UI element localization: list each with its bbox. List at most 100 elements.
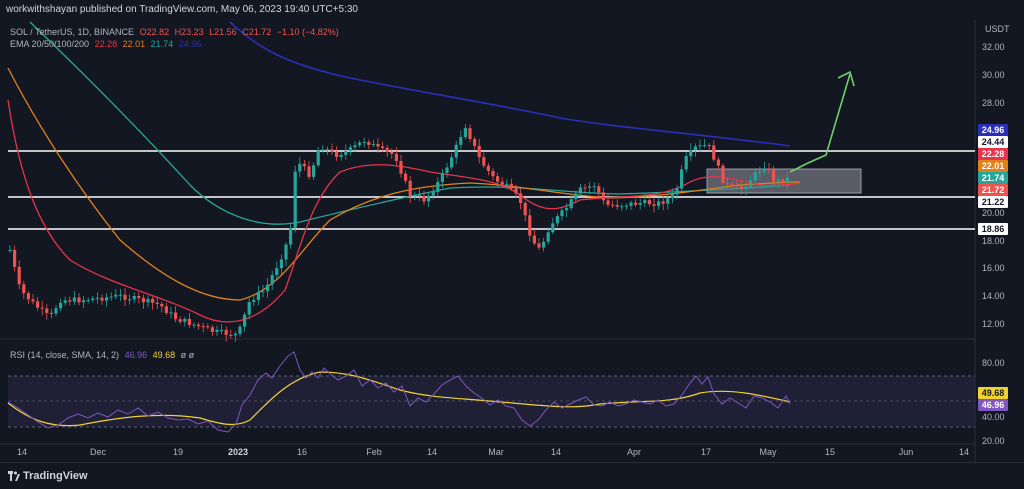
candle-body (132, 295, 136, 300)
candle-body (500, 181, 504, 185)
ema100-line (29, 21, 791, 225)
candle-body (95, 297, 99, 299)
ema20-value: 22.28 (94, 39, 118, 49)
tradingview-logo-icon (8, 471, 20, 482)
candle-body (689, 150, 693, 157)
candle-body (284, 244, 288, 260)
candle-body (427, 195, 431, 202)
rsi-sma-value: 49.68 (152, 350, 176, 360)
candle-body (776, 179, 780, 182)
candle-body (293, 171, 297, 228)
candle-body (82, 300, 86, 303)
time-label: Mar (488, 447, 504, 457)
time-label: May (759, 447, 777, 457)
candle-body (77, 297, 81, 303)
ema100-price-badge: 21.74 (978, 172, 1008, 184)
candle-body (592, 186, 596, 188)
candle-body (477, 145, 481, 158)
resistance-price-badge: 24.44 (978, 136, 1008, 148)
candle-body (739, 186, 743, 189)
candle-body (542, 241, 546, 248)
candle-body (496, 176, 500, 182)
time-label: 16 (296, 447, 308, 457)
ema-label: EMA 20/50/100/200 (10, 39, 90, 49)
candle-body (647, 200, 651, 205)
candle-body (261, 291, 265, 293)
candle-body (454, 144, 458, 158)
candle-body (54, 308, 58, 314)
ema200-value: 24.96 (178, 39, 202, 49)
candle-body (100, 297, 104, 301)
candle-body (302, 163, 306, 167)
candle-body (206, 326, 210, 328)
rsi-legend[interactable]: RSI (14, close, SMA, 14, 2) 46.96 49.68 … (10, 349, 197, 361)
candle-body (753, 172, 757, 181)
time-label: 2023 (227, 447, 249, 457)
candle-body (716, 159, 720, 166)
candle-body (22, 284, 26, 294)
candle-body (413, 195, 417, 197)
candle-body (450, 157, 454, 168)
candle-body (560, 210, 564, 217)
candle-body (601, 192, 605, 201)
candle-body (201, 326, 205, 328)
tradingview-logo[interactable]: TradingView (8, 470, 88, 482)
candle-body (482, 157, 486, 166)
candle-body (164, 306, 168, 313)
candle-body (174, 312, 178, 320)
candle-body (256, 292, 260, 300)
candle-body (371, 143, 375, 145)
ema20-line (7, 99, 801, 323)
candle-body (597, 186, 601, 193)
candle-body (307, 166, 311, 177)
ema-legend[interactable]: EMA 20/50/100/200 22.28 22.01 21.74 24.9… (10, 38, 204, 50)
candle-body (215, 329, 219, 332)
candle-body (440, 172, 444, 182)
candle-body (266, 284, 270, 292)
time-axis[interactable]: 14 Dec 19 2023 16 Feb 14 Mar 14 Apr 17 M… (0, 444, 975, 460)
candle-body (26, 293, 30, 300)
candle-body (514, 188, 518, 194)
candle-body (197, 324, 201, 327)
candle-body (114, 294, 118, 297)
candle-body (160, 304, 164, 307)
candle-body (344, 150, 348, 155)
symbol-legend[interactable]: SOL / TetherUS, 1D, BINANCE O22.82 H23.2… (10, 26, 342, 38)
candle-body (546, 232, 550, 242)
candle-body (698, 145, 702, 147)
candle-body (298, 163, 302, 172)
symbol-name: SOL / TetherUS, 1D, BINANCE (10, 27, 135, 37)
rsi-value-badge: 46.96 (978, 399, 1008, 411)
candle-body (781, 179, 785, 183)
forecast-arrow (789, 73, 851, 173)
price-tick: 16.00 (982, 263, 1005, 273)
candle-body (404, 173, 408, 181)
candle-body (17, 266, 21, 285)
ema50-price-badge: 22.01 (978, 160, 1008, 172)
candle-body (128, 299, 132, 301)
rsi-tick: 80.00 (982, 358, 1005, 368)
candle-body (169, 312, 173, 314)
time-label: 14 (958, 447, 970, 457)
candle-body (330, 149, 334, 152)
ema50-line (7, 67, 801, 301)
candle-body (744, 186, 748, 189)
ema200-line (229, 21, 791, 147)
candle-body (233, 333, 237, 336)
candle-body (408, 180, 412, 197)
ema50-value: 22.01 (122, 39, 146, 49)
candle-body (63, 300, 67, 303)
candle-body (684, 156, 688, 170)
candle-body (436, 181, 440, 192)
candle-body (151, 299, 155, 303)
candle-body (735, 185, 739, 187)
low-value: L21.56 (209, 27, 237, 37)
candle-body (137, 295, 141, 299)
candlestick-series (8, 123, 789, 342)
support-price-badge: 21.22 (978, 196, 1008, 208)
candle-body (422, 196, 426, 202)
candle-body (445, 167, 449, 173)
candle-body (367, 141, 371, 145)
candle-body (312, 165, 316, 177)
